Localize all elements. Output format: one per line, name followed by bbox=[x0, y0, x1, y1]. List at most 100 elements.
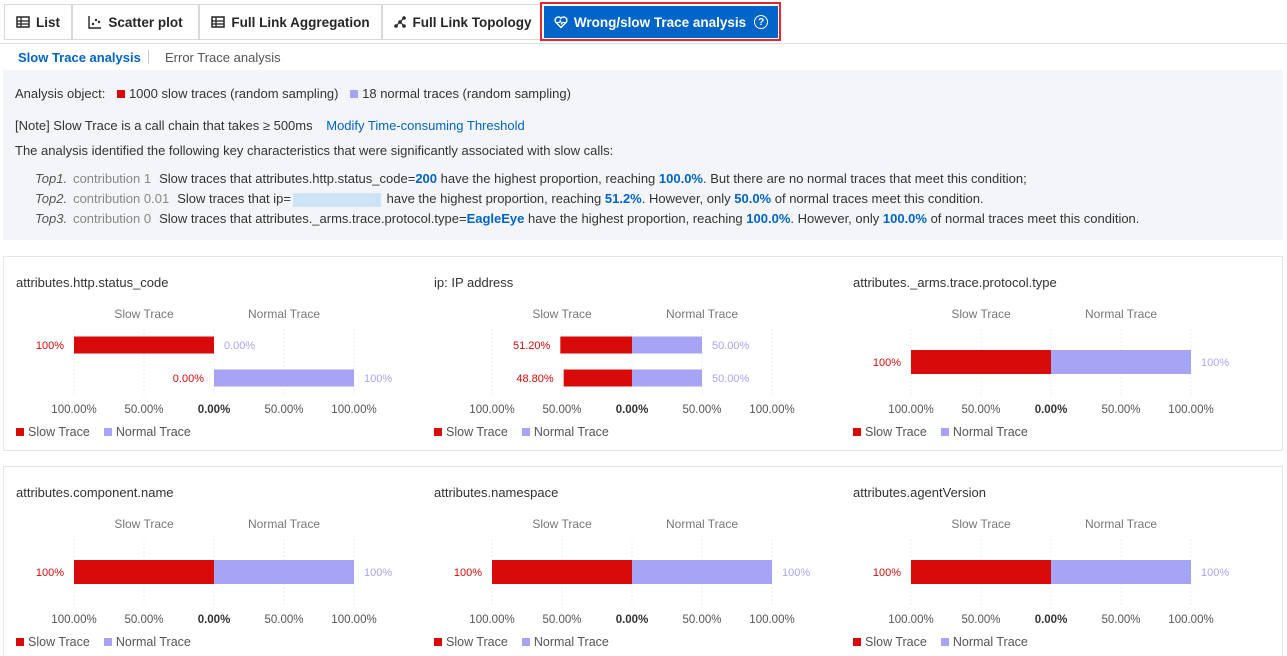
slow-side-title: Slow Trace bbox=[114, 307, 174, 321]
finding-text: . However, only bbox=[790, 211, 883, 226]
chart-title: attributes.namespace bbox=[434, 485, 559, 500]
modify-threshold-link[interactable]: Modify Time-consuming Threshold bbox=[326, 118, 525, 133]
x-tick-label: 100.00% bbox=[51, 614, 96, 626]
legend-normal-label[interactable]: Normal Trace bbox=[533, 425, 609, 439]
topology-icon bbox=[393, 16, 406, 28]
slow-legend-swatch bbox=[434, 428, 442, 437]
legend-slow-label[interactable]: Slow Trace bbox=[446, 425, 508, 439]
normal-legend-swatch bbox=[521, 638, 530, 647]
slow-value-label: 100% bbox=[873, 567, 901, 579]
tab-wrong-slow-trace-analysis[interactable]: Wrong/slow Trace analysis ? bbox=[544, 6, 778, 38]
normal-sample-label: 18 normal traces (random sampling) bbox=[362, 86, 571, 101]
x-tick-label: 50.00% bbox=[961, 404, 1000, 416]
finding-text: . But there are no normal traces that me… bbox=[702, 171, 1027, 186]
legend-normal-label[interactable]: Normal Trace bbox=[952, 425, 1028, 439]
subtab-divider bbox=[148, 50, 149, 64]
normal-trace-bar[interactable] bbox=[632, 336, 702, 354]
slow-value-label: 0.00% bbox=[173, 373, 204, 385]
tab-label: List bbox=[35, 14, 60, 30]
legend-slow-label[interactable]: Slow Trace bbox=[865, 425, 927, 439]
slow-value-label: 100% bbox=[873, 357, 901, 369]
view-tab-bar: List Scatter plot Full Link Aggregation … bbox=[0, 0, 1287, 44]
slow-side-title: Slow Trace bbox=[532, 517, 592, 531]
bar-chart-svg: Slow Trace Normal Trace 51.20% 50.00% 48.80%… bbox=[469, 307, 794, 416]
tab-label: Full Link Aggregation bbox=[231, 14, 370, 30]
table-icon bbox=[16, 16, 30, 28]
legend-normal-label[interactable]: Normal Trace bbox=[952, 635, 1028, 649]
slow-trace-bar[interactable] bbox=[911, 350, 1051, 374]
normal-value-label: 100% bbox=[782, 567, 810, 579]
note-line: [Note] Slow Trace is a call chain that t… bbox=[15, 118, 525, 133]
normal-trace-bar[interactable] bbox=[1051, 350, 1191, 374]
slow-legend-swatch bbox=[16, 638, 24, 647]
subtab-slow-trace-analysis[interactable]: Slow Trace analysis bbox=[18, 50, 141, 65]
slow-trace-bar[interactable] bbox=[563, 369, 632, 387]
x-tick-label: 50.00% bbox=[961, 614, 1000, 626]
finding-percent: 50.0% bbox=[734, 191, 772, 206]
x-tick-label: 0.00% bbox=[198, 614, 231, 626]
x-tick-label: 100.00% bbox=[469, 404, 514, 416]
top-tag: Top3. bbox=[35, 211, 68, 226]
slow-trace-bar[interactable] bbox=[560, 336, 632, 354]
bar-chart-svg: Slow Trace Normal Trace 100% 100% 100.00% 50.… bbox=[454, 517, 810, 626]
slow-legend-swatch bbox=[16, 428, 24, 437]
slow-value-label: 48.80% bbox=[516, 373, 554, 385]
x-tick-label: 100.00% bbox=[51, 404, 96, 416]
normal-legend-swatch bbox=[940, 428, 949, 437]
tab-label: Scatter plot bbox=[108, 14, 183, 30]
x-tick-label: 50.00% bbox=[124, 404, 163, 416]
tab-list[interactable]: List bbox=[4, 4, 72, 40]
tab-label: Wrong/slow Trace analysis bbox=[573, 14, 747, 30]
slow-legend-swatch bbox=[853, 428, 861, 437]
chart-title: attributes.agentVersion bbox=[853, 485, 986, 500]
tab-scatter-plot[interactable]: Scatter plot bbox=[72, 4, 199, 40]
x-tick-label: 0.00% bbox=[616, 404, 649, 416]
normal-trace-bar[interactable] bbox=[214, 369, 354, 387]
finding-value: 200 bbox=[415, 171, 438, 186]
slow-trace-bar[interactable] bbox=[911, 560, 1051, 584]
finding-text: Slow traces that attributes.http.status_… bbox=[159, 171, 416, 186]
normal-value-label: 0.00% bbox=[224, 340, 255, 352]
slow-trace-bar[interactable] bbox=[492, 560, 632, 584]
slow-legend-swatch bbox=[434, 638, 442, 647]
help-icon[interactable]: ? bbox=[754, 15, 769, 29]
slow-side-title: Slow Trace bbox=[951, 517, 1011, 531]
legend-slow-label[interactable]: Slow Trace bbox=[28, 425, 90, 439]
slow-side-title: Slow Trace bbox=[532, 307, 592, 321]
x-tick-label: 50.00% bbox=[264, 404, 303, 416]
normal-trace-bar[interactable] bbox=[214, 560, 354, 584]
chart-ip-address: ip: IP address Slow Trace Normal Trace 51.2… bbox=[422, 257, 842, 450]
legend-slow-label[interactable]: Slow Trace bbox=[865, 635, 927, 649]
slow-trace-bar[interactable] bbox=[74, 336, 214, 354]
scatter-icon bbox=[88, 16, 102, 29]
tab-full-link-topology[interactable]: Full Link Topology bbox=[382, 4, 542, 40]
legend-normal-label[interactable]: Normal Trace bbox=[533, 635, 609, 649]
chart-component-name: attributes.component.name Slow Trace Norma… bbox=[4, 467, 424, 656]
slow-trace-bar[interactable] bbox=[74, 560, 214, 584]
chart-title: attributes.component.name bbox=[16, 485, 174, 500]
analysis-summary-panel: Analysis object: 1000 slow traces (rando… bbox=[3, 70, 1283, 240]
legend-slow-label[interactable]: Slow Trace bbox=[28, 635, 90, 649]
chart-legend: Slow Trace Normal Trace bbox=[16, 635, 191, 649]
normal-trace-bar[interactable] bbox=[632, 560, 772, 584]
legend-normal-label[interactable]: Normal Trace bbox=[115, 425, 191, 439]
normal-side-title: Normal Trace bbox=[248, 517, 320, 531]
legend-normal-label[interactable]: Normal Trace bbox=[115, 635, 191, 649]
normal-value-label: 50.00% bbox=[712, 373, 750, 385]
normal-legend-swatch bbox=[940, 638, 949, 647]
finding-text: have the highest proportion, reaching bbox=[524, 211, 747, 226]
normal-trace-bar[interactable] bbox=[1051, 560, 1191, 584]
table-icon bbox=[211, 16, 226, 28]
subtab-error-trace-analysis[interactable]: Error Trace analysis bbox=[165, 50, 281, 65]
x-tick-label: 100.00% bbox=[749, 404, 794, 416]
legend-slow-label[interactable]: Slow Trace bbox=[446, 635, 508, 649]
chart-legend: Slow Trace Normal Trace bbox=[853, 425, 1028, 439]
chart-title: ip: IP address bbox=[434, 275, 514, 290]
normal-side-title: Normal Trace bbox=[1085, 517, 1157, 531]
chart-title: attributes._arms.trace.protocol.type bbox=[853, 275, 1057, 290]
normal-trace-bar[interactable] bbox=[632, 369, 702, 387]
finding-text: have the highest proportion, reaching bbox=[383, 191, 605, 206]
x-tick-label: 0.00% bbox=[198, 404, 231, 416]
chart-namespace: attributes.namespace Slow Trace Normal Tra… bbox=[422, 467, 842, 656]
tab-full-link-aggregation[interactable]: Full Link Aggregation bbox=[199, 4, 382, 40]
